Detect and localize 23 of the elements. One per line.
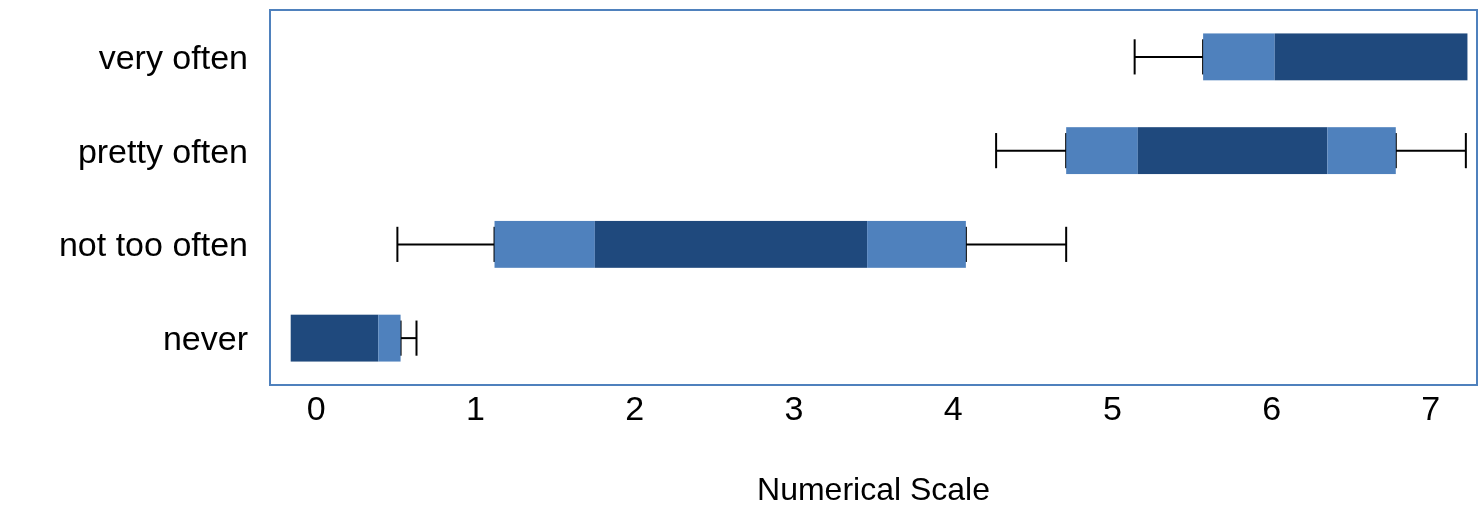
bar xyxy=(290,314,379,362)
bar xyxy=(867,220,966,268)
x-tick-label: 3 xyxy=(784,389,804,427)
bar xyxy=(1274,33,1468,81)
x-tick-label: 7 xyxy=(1421,389,1441,427)
bar xyxy=(1327,127,1396,175)
bar xyxy=(1203,33,1275,81)
y-tick-label: not too often xyxy=(58,225,248,264)
x-tick-label: 2 xyxy=(625,389,645,427)
bar xyxy=(594,220,868,268)
bar xyxy=(1066,127,1138,175)
x-tick-label: 1 xyxy=(465,389,485,427)
y-tick-label: pretty often xyxy=(77,131,248,170)
bar xyxy=(1137,127,1328,175)
y-tick-label: never xyxy=(162,319,248,358)
x-axis-title: Numerical Scale xyxy=(757,471,990,507)
y-tick-label: very often xyxy=(98,37,248,76)
bar xyxy=(378,314,401,362)
bar xyxy=(494,220,595,268)
x-tick-label: 6 xyxy=(1262,389,1282,427)
x-tick-label: 0 xyxy=(306,389,326,427)
x-tick-label: 4 xyxy=(943,389,963,427)
x-tick-label: 5 xyxy=(1102,389,1122,427)
